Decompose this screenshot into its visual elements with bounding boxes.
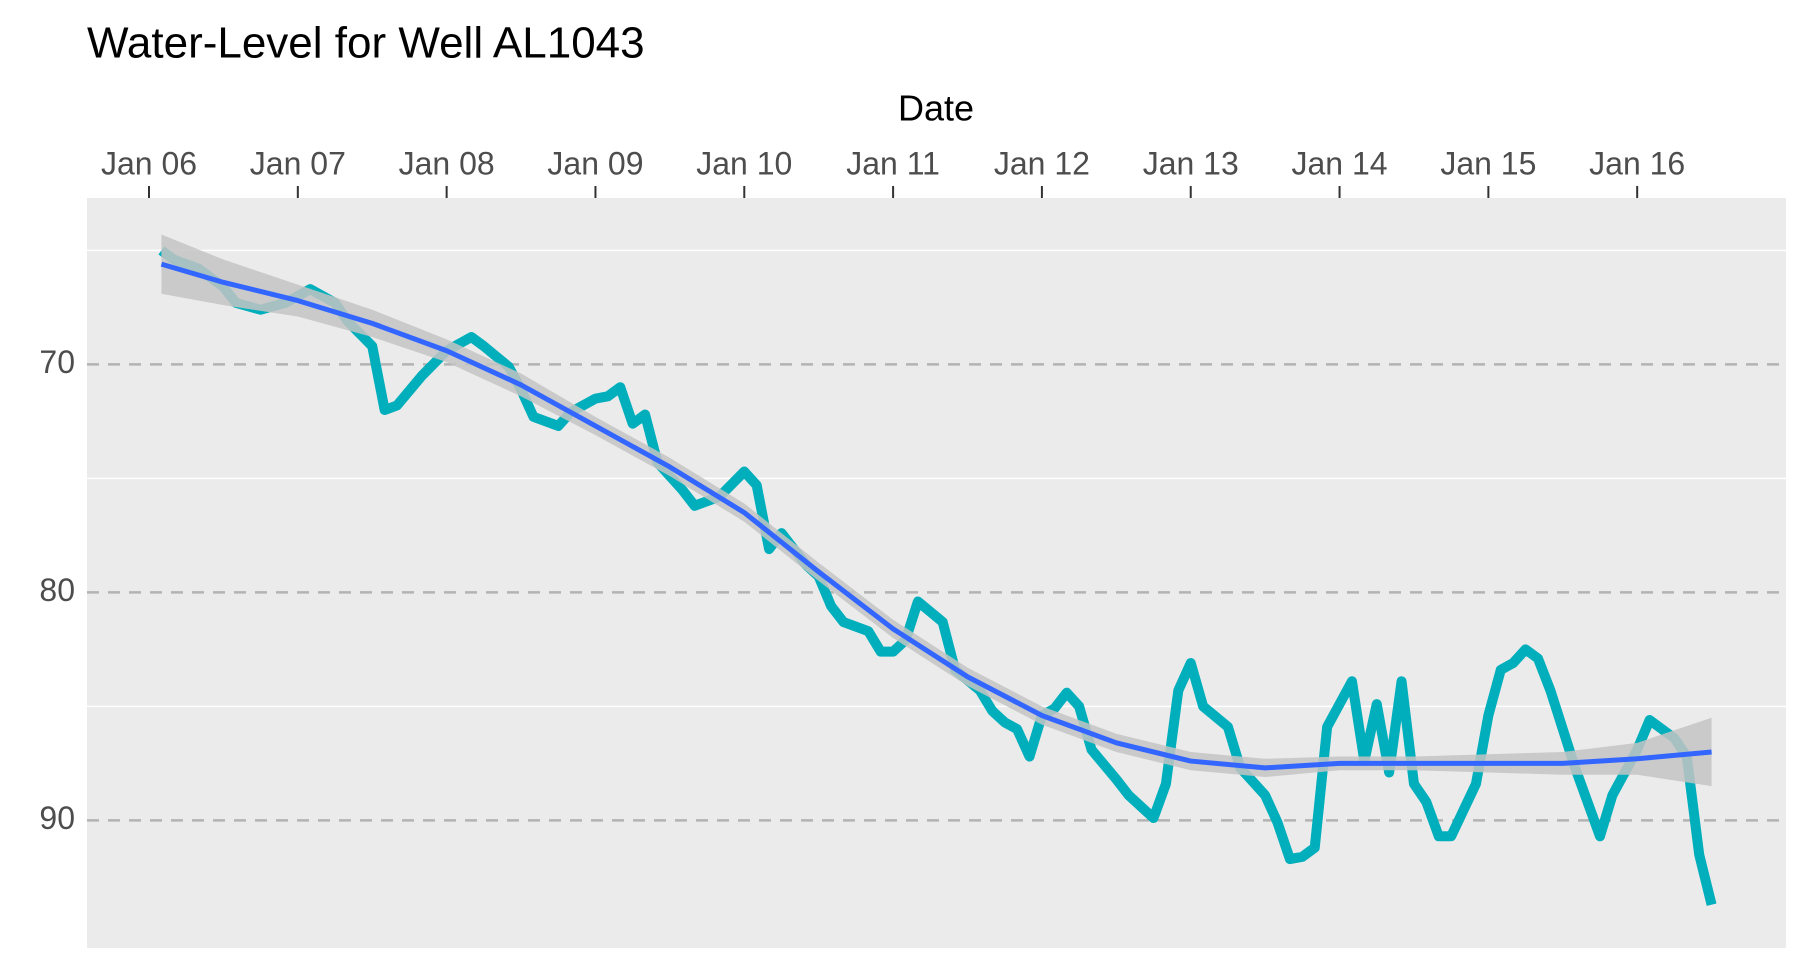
x-tick-label: Jan 15 — [1440, 145, 1536, 181]
data-line — [158, 246, 1717, 906]
trend-line — [160, 261, 1712, 771]
x-tick-label: Jan 07 — [250, 145, 346, 181]
x-tick-label: Jan 10 — [696, 145, 792, 181]
x-tick-label: Jan 08 — [399, 145, 495, 181]
x-axis-title: Date — [898, 88, 974, 129]
y-tick-label: 70 — [39, 344, 75, 380]
chart-title: Water-Level for Well AL1043 — [87, 19, 645, 68]
x-tick-label: Jan 13 — [1143, 145, 1239, 181]
y-tick-label: 90 — [39, 800, 75, 836]
x-tick-label: Jan 14 — [1292, 145, 1388, 181]
y-tick-label: 80 — [39, 572, 75, 608]
x-tick-label: Jan 16 — [1589, 145, 1685, 181]
x-tick-label: Jan 06 — [101, 145, 197, 181]
x-tick-label: Jan 09 — [547, 145, 643, 181]
x-tick-label: Jan 11 — [846, 145, 940, 181]
x-tick-label: Jan 12 — [994, 145, 1090, 181]
